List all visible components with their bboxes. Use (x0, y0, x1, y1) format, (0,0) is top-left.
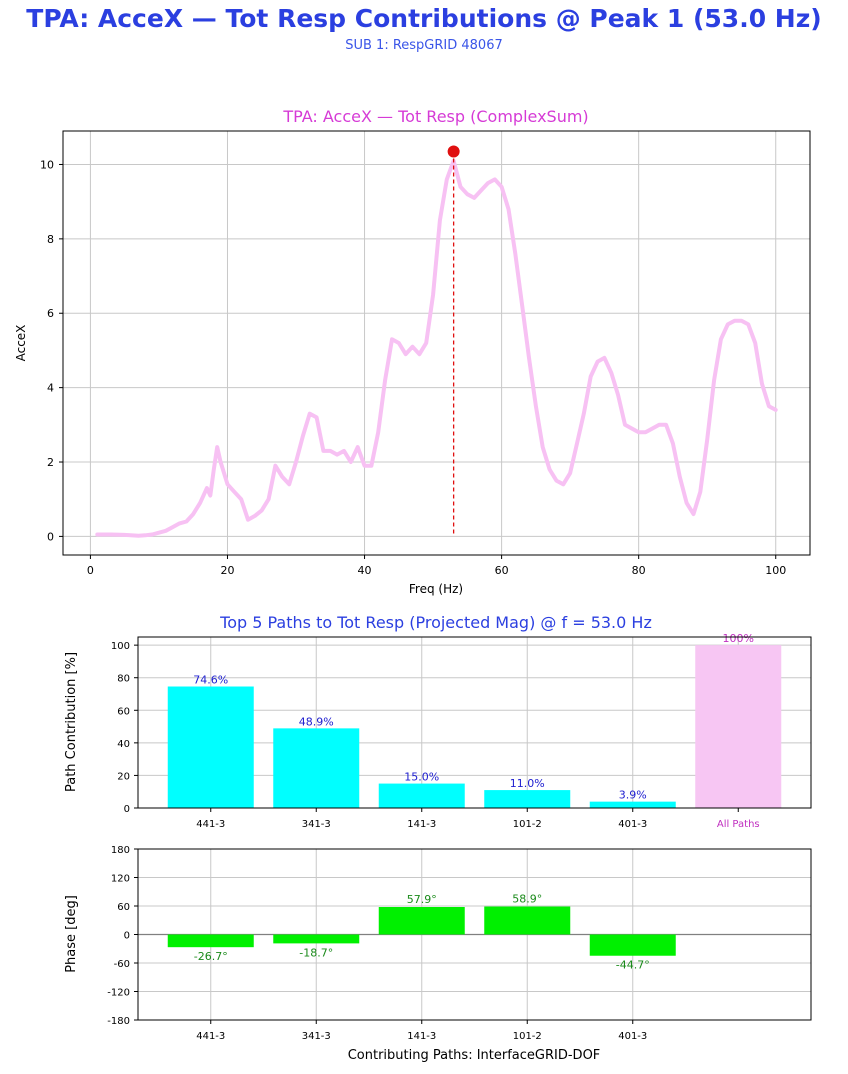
bar-label: 58.9° (512, 893, 542, 906)
peak-marker-dot (447, 145, 460, 158)
x-tick-label: 401-3 (618, 1031, 647, 1042)
bar-label: 74.6% (193, 674, 228, 687)
bar-label: 57.9° (407, 893, 437, 906)
bar (167, 934, 254, 948)
phase-chart-ylabel: Phase [deg] (64, 895, 79, 973)
bar (273, 728, 360, 808)
y-tick-label: 0 (124, 804, 130, 815)
response-chart-ylabel: AcceX (14, 325, 28, 362)
magnitude-chart-title: Top 5 Paths to Tot Resp (Projected Mag) … (219, 613, 652, 632)
x-tick-label: 40 (358, 564, 372, 577)
phase-chart-ticks: -180 -120 -60 0 60 120 180 441-3 341-3 141-3 101-2… (107, 845, 647, 1042)
bar-label: 100% (723, 632, 754, 645)
page-subtitle: SUB 1: RespGRID 48067 (345, 38, 503, 53)
y-tick-label: 60 (117, 706, 130, 717)
bar-label: -44.7° (616, 959, 650, 972)
x-tick-label: 0 (87, 564, 94, 577)
magnitude-chart: Top 5 Paths to Tot Resp (Projected Mag) … (64, 613, 812, 830)
y-tick-label: 6 (47, 307, 54, 320)
y-tick-label: 180 (111, 845, 130, 856)
phase-chart-frame (137, 848, 812, 1021)
x-tick-label: 101-2 (513, 1031, 542, 1042)
page-title: TPA: AcceX — Tot Resp Contributions @ Pe… (26, 4, 822, 33)
x-tick-label: 341-3 (302, 1031, 331, 1042)
x-tick-label: 20 (220, 564, 234, 577)
bar-label: 15.0% (404, 771, 439, 784)
bar (167, 686, 254, 808)
response-chart-xlabel: Freq (Hz) (409, 582, 463, 596)
bar-label: 48.9% (299, 715, 334, 728)
x-tick-label: All Paths (717, 819, 760, 830)
x-tick-label: 100 (765, 564, 786, 577)
y-tick-label: 10 (40, 158, 54, 171)
y-tick-label: 100 (111, 641, 130, 652)
x-tick-label: 80 (632, 564, 646, 577)
bar-label: -26.7° (194, 950, 228, 963)
x-tick-label: 141-3 (407, 819, 436, 830)
y-tick-label: -120 (107, 988, 130, 999)
x-tick-label: 60 (495, 564, 509, 577)
y-tick-label: -180 (107, 1016, 130, 1027)
magnitude-chart-ylabel: Path Contribution [%] (64, 652, 79, 792)
bar-label: 11.0% (510, 777, 545, 790)
y-tick-label: 0 (47, 530, 54, 543)
response-line (95, 158, 778, 538)
bar (378, 783, 465, 808)
bar (589, 801, 676, 808)
bar (589, 934, 676, 956)
bar (484, 790, 571, 808)
x-tick-label: 141-3 (407, 1031, 436, 1042)
y-tick-label: -60 (114, 959, 130, 970)
y-tick-label: 80 (117, 674, 130, 685)
magnitude-chart-frame (137, 636, 812, 809)
x-tick-label: 441-3 (196, 1031, 225, 1042)
bar (273, 934, 360, 944)
y-tick-label: 40 (117, 739, 130, 750)
phase-chart-xlabel: Contributing Paths: InterfaceGRID-DOF (348, 1048, 601, 1063)
x-tick-label: 101-2 (513, 819, 542, 830)
bar (695, 645, 782, 808)
response-chart-ticks: 0 20 40 60 80 100 0 2 4 6 8 10 (40, 158, 786, 577)
magnitude-chart-ticks: 0 20 40 60 80 100 441-3 341-3 141-3 101-2 401-3 All… (111, 641, 760, 830)
response-chart: TPA: AcceX — Tot Resp (ComplexSum) 0 20 40… (14, 107, 811, 596)
bar-label: 3.9% (619, 789, 647, 802)
x-tick-label: 401-3 (618, 819, 647, 830)
x-tick-label: 441-3 (196, 819, 225, 830)
y-tick-label: 2 (47, 456, 54, 469)
magnitude-chart-bars: 74.6% 48.9% 15.0% 11.0% 3.9% 100% (167, 632, 782, 808)
x-tick-label: 341-3 (302, 819, 331, 830)
response-chart-series (95, 145, 778, 538)
y-tick-label: 120 (111, 874, 130, 885)
response-chart-frame (62, 130, 811, 556)
y-tick-label: 20 (117, 771, 130, 782)
y-tick-label: 4 (47, 382, 54, 395)
response-chart-grid (63, 131, 810, 555)
phase-chart-bars: -26.7° -18.7° 57.9° 58.9° -44.7° (167, 893, 676, 972)
bar-label: -18.7° (299, 946, 333, 959)
bar (484, 906, 571, 935)
y-tick-label: 8 (47, 233, 54, 246)
y-tick-label: 60 (117, 902, 130, 913)
response-chart-title: TPA: AcceX — Tot Resp (ComplexSum) (282, 107, 588, 126)
bar (378, 906, 465, 935)
y-tick-label: 0 (124, 931, 130, 942)
phase-chart: -180 -120 -60 0 60 120 180 441-3 341-3 141-3 101-2… (64, 845, 812, 1063)
